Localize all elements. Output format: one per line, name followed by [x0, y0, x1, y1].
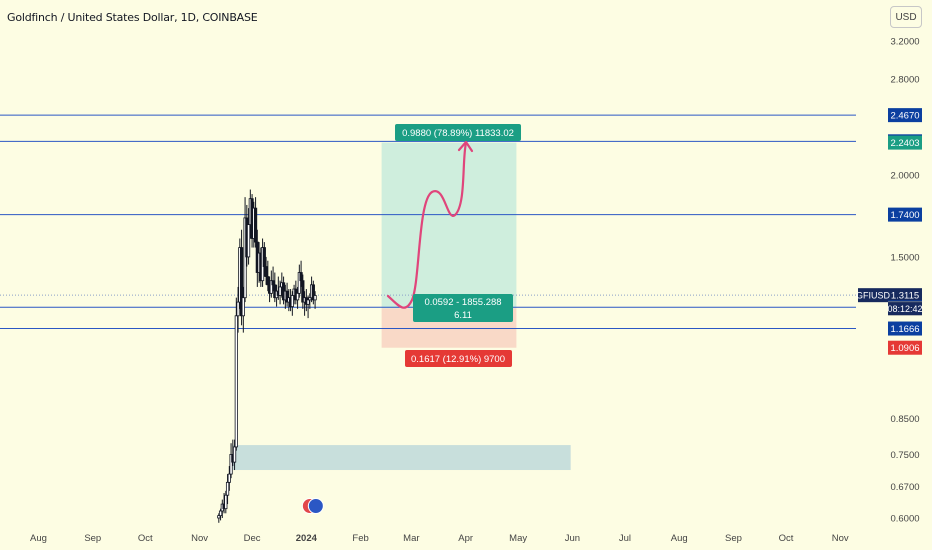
price-axis-tick: 3.2000 — [890, 37, 919, 48]
target-label-box — [395, 124, 522, 141]
demand-zone[interactable] — [232, 445, 571, 471]
candle — [236, 301, 240, 317]
candle — [262, 247, 266, 267]
candle — [227, 473, 231, 483]
time-axis-tick: Aug — [30, 533, 47, 544]
candle — [301, 280, 305, 303]
candle — [269, 280, 273, 294]
candle — [225, 481, 230, 496]
price-tag-label: 2.4670 — [890, 111, 919, 122]
price-tag-label: 1.3115 — [891, 291, 919, 302]
candle — [306, 299, 310, 305]
candle — [218, 510, 223, 517]
candle — [234, 315, 238, 448]
candle — [241, 297, 245, 317]
time-axis-tick: Dec — [244, 533, 261, 544]
stop-label: 0.1617 (12.91%) 9700 — [411, 354, 505, 365]
countdown-label: 08:12:42 — [887, 304, 922, 314]
candle — [271, 280, 275, 286]
time-axis-tick: Sep — [84, 533, 101, 544]
price-axis-tick: 1.5000 — [890, 252, 919, 263]
time-axis-tick: Aug — [671, 533, 688, 544]
chart-title: Goldfinch / United States Dollar, 1D, CO… — [7, 11, 258, 24]
economic-event-icon[interactable] — [307, 498, 324, 514]
stop-label-box — [405, 350, 513, 367]
price-axis-tick: 2.0000 — [890, 170, 919, 181]
price-tag-label: 1.7400 — [890, 210, 919, 221]
time-axis-tick: Sep — [725, 533, 742, 544]
ticker-tag[interactable] — [858, 288, 888, 303]
time-axis-tick: Mar — [403, 533, 419, 544]
candle — [313, 295, 317, 301]
candle — [290, 295, 294, 307]
time-axis-tick: Apr — [458, 533, 473, 544]
candle — [308, 297, 312, 301]
time-axis-tick: Jul — [619, 533, 631, 544]
time-axis-tick: Nov — [832, 533, 849, 544]
price-tag[interactable] — [888, 135, 922, 150]
time-axis-tick: Jun — [565, 533, 580, 544]
candle — [278, 286, 282, 296]
price-axis-tick: 0.6000 — [890, 514, 919, 525]
entry-quantity: 6.11 — [454, 310, 472, 321]
price-tag[interactable] — [888, 207, 922, 222]
candle — [297, 272, 301, 294]
time-axis-tick: 2024 — [296, 533, 318, 544]
time-axis-tick: Oct — [138, 533, 153, 544]
ticker-label: GFIUSD — [856, 291, 891, 301]
candle — [264, 266, 268, 277]
target-label: 0.9880 (78.89%) 11833.02 — [402, 128, 514, 139]
candle — [217, 515, 221, 519]
candle — [299, 272, 303, 282]
entry-label: 0.0592 - 1855.288 — [424, 297, 501, 308]
countdown-tag — [888, 302, 922, 316]
candle — [224, 494, 228, 510]
candle — [311, 284, 315, 301]
entry-label-box — [413, 294, 514, 322]
candle — [285, 290, 289, 303]
currency-button[interactable]: USD — [890, 6, 922, 28]
price-tag[interactable] — [888, 288, 922, 303]
projection-arrow[interactable] — [386, 141, 468, 309]
time-axis-tick: May — [509, 533, 527, 544]
time-axis-tick: Nov — [191, 533, 208, 544]
target-zone[interactable] — [381, 142, 517, 309]
candle — [243, 217, 247, 299]
price-tag[interactable] — [888, 108, 922, 123]
candle — [253, 207, 258, 243]
candle — [229, 454, 233, 475]
price-tag[interactable] — [888, 340, 922, 355]
time-axis-tick: Oct — [779, 533, 794, 544]
candle — [239, 247, 244, 317]
price-axis-tick: 0.7500 — [890, 450, 919, 461]
price-axis-tick: 0.8500 — [890, 414, 919, 425]
arrow-head-icon — [457, 140, 474, 153]
price-axis-tick: 0.6700 — [890, 482, 919, 493]
candle — [246, 224, 251, 258]
price-tag-label: 1.0906 — [890, 343, 919, 354]
candle — [232, 446, 237, 463]
price-axis-tick: 2.8000 — [890, 75, 919, 86]
price-tag-label: 2.2403 — [890, 138, 919, 149]
price-tag-label: 1.1666 — [890, 324, 919, 335]
price-tag[interactable] — [888, 321, 922, 336]
candle — [266, 276, 270, 286]
candle — [295, 292, 300, 301]
time-axis-tick: Feb — [352, 533, 368, 544]
